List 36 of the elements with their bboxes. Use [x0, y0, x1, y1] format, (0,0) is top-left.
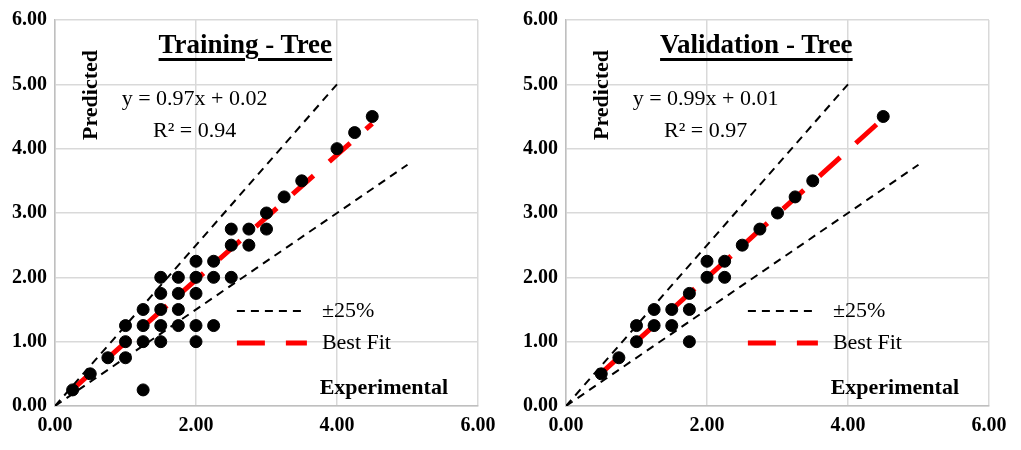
annotation: R² = 0.97: [664, 117, 748, 142]
x-tick-label: 0.00: [548, 413, 584, 436]
legend-label: Best Fit: [321, 328, 391, 354]
chart-title: Validation - Tree: [660, 28, 853, 60]
y-tick-label: 1.00: [523, 328, 558, 351]
y-axis-title: Predicted: [587, 50, 613, 141]
y-axis-title: Predicted: [76, 50, 102, 141]
y-tick-label: 4.00: [523, 135, 558, 158]
legend-label: Best Fit: [832, 328, 902, 354]
x-tick-label: 4.00: [830, 413, 866, 436]
legend-label: ±25%: [832, 296, 886, 322]
y-tick-label: 1.00: [12, 328, 47, 351]
y-tick-label: 4.00: [12, 135, 47, 158]
annotation: y = 0.99x + 0.01: [632, 85, 779, 110]
y-tick-label: 2.00: [12, 264, 47, 287]
legend-label: ±25%: [321, 296, 375, 322]
x-axis-title: Experimental: [319, 374, 448, 399]
x-axis-title: Experimental: [830, 374, 959, 399]
annotation: y = 0.97x + 0.02: [121, 85, 268, 110]
y-tick-label: 0.00: [12, 393, 47, 416]
annotation: R² = 0.94: [153, 117, 237, 142]
x-tick-label: 0.00: [37, 413, 73, 436]
x-tick-label: 2.00: [689, 413, 725, 436]
y-tick-label: 3.00: [523, 200, 558, 223]
y-tick-label: 3.00: [12, 200, 47, 223]
x-tick-label: 6.00: [971, 413, 1007, 436]
x-tick-label: 6.00: [460, 413, 496, 436]
y-tick-label: 2.00: [523, 264, 558, 287]
x-tick-label: 2.00: [178, 413, 214, 436]
x-tick-label: 4.00: [319, 413, 355, 436]
y-tick-label: 0.00: [523, 393, 558, 416]
chart-title: Training - Tree: [158, 28, 333, 60]
y-tick-label: 5.00: [523, 71, 558, 94]
y-tick-label: 6.00: [12, 7, 47, 30]
y-tick-label: 6.00: [523, 7, 558, 30]
y-tick-label: 5.00: [12, 71, 47, 94]
